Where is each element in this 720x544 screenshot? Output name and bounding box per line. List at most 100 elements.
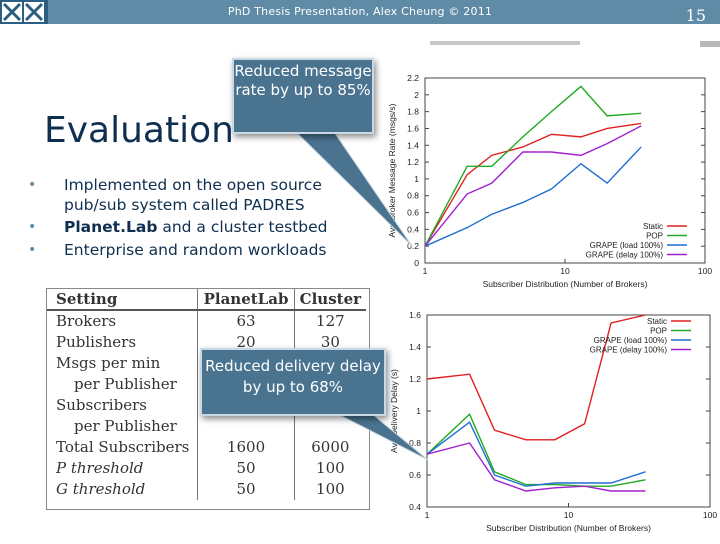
series-line [424, 125, 642, 247]
bullet-text: Enterprise and random workloads [64, 240, 327, 259]
y-tick-label: 2.2 [407, 73, 419, 83]
callout-message-rate: Reduced message rate by up to 85% [232, 58, 374, 134]
series-line [426, 421, 646, 487]
table-cell-setting: per Publisher [74, 417, 177, 435]
table-cell-setting: Brokers [56, 312, 117, 330]
y-tick-label: 1 [416, 406, 421, 416]
y-tick-label: 1.6 [407, 123, 419, 133]
table-cell-planetlab: 1600 [197, 437, 295, 458]
y-tick-label: 2 [414, 90, 419, 100]
table-cell-setting: G threshold [56, 480, 146, 498]
delivery-delay-chart-svg: 0.4 0.6 0.8 1 1.2 1.4 1.6 1 10 100 Subscriber Dist… [389, 310, 717, 533]
y-tick-label: 0.6 [409, 470, 421, 480]
bullet-item: • Enterprise and random workloads [28, 241, 378, 261]
table-cell-planetlab: 50 [197, 479, 295, 500]
x-tick-label: 100 [703, 510, 717, 520]
bullet-dot-icon: • [28, 219, 37, 235]
y-tick-label: 0 [414, 258, 419, 268]
bullet-text: and a cluster testbed [157, 218, 328, 236]
table-cell-cluster: 6000 [293, 437, 366, 458]
table-cell-setting: Total Subscribers [56, 438, 190, 456]
bullet-bold-prefix: Planet.Lab [64, 218, 158, 236]
x-axis-label: Subscriber Distribution (Number of Broke… [483, 279, 648, 289]
legend-label: POP [650, 327, 667, 336]
callout-text: Reduced message rate by up to 85% [234, 62, 372, 99]
table-cell-setting: Publishers [56, 333, 137, 351]
y-tick-label: 0.8 [407, 191, 419, 201]
table-cell-cluster [293, 416, 366, 437]
series-line [424, 146, 642, 247]
y-tick-label: 1.2 [407, 157, 419, 167]
message-rate-chart: 0 0.2 0.4 0.6 0.8 1 1.2 1.4 1.6 1.8 2 2.2 1 10 100 Subs… [375, 66, 720, 300]
legend-label: Static [643, 222, 663, 231]
message-rate-chart-svg: 0 0.2 0.4 0.6 0.8 1 1.2 1.4 1.6 1.8 2 2.2 1 10 100 Subs… [387, 73, 712, 289]
slide-number: 15 [685, 6, 706, 25]
x-tick-label: 10 [560, 266, 570, 276]
table-header-cell: Cluster [293, 288, 366, 311]
legend-label: GRAPE (delay 100%) [590, 346, 668, 355]
table-header-row: Setting PlanetLab Cluster [46, 288, 366, 311]
header-divider-right [700, 41, 720, 47]
y-tick-label: 0.4 [409, 502, 421, 512]
table-row: per Publisher [46, 416, 366, 437]
callout-text: Reduced delivery delay by up to 68% [205, 357, 381, 396]
x-tick-label: 1 [423, 266, 428, 276]
university-crest-icon [0, 0, 48, 24]
y-tick-label: 1.6 [409, 310, 421, 320]
legend-label: GRAPE (load 100%) [590, 241, 664, 250]
x-tick-label: 1 [425, 510, 430, 520]
y-tick-label: 0.6 [407, 208, 419, 218]
bullet-list: • Implemented on the open source pub/sub… [28, 176, 378, 263]
series-line [426, 442, 646, 492]
bullet-item: • Implemented on the open source pub/sub… [28, 176, 378, 215]
y-tick-label: 1 [414, 174, 419, 184]
table-row: P threshold 50 100 [46, 458, 366, 479]
table-cell-setting: per Publisher [74, 375, 177, 393]
header-background [0, 0, 720, 24]
header-bar: PhD Thesis Presentation, Alex Cheung © 2… [0, 0, 720, 30]
x-axis-label: Subscriber Distribution (Number of Broke… [486, 523, 651, 533]
table-row: G threshold 50 100 [46, 479, 366, 500]
slide-title: Evaluation [44, 110, 234, 151]
callout-delivery-delay: Reduced delivery delay by up to 68% [200, 348, 386, 416]
y-tick-label: 0.4 [407, 224, 419, 234]
y-tick-label: 1.4 [409, 342, 421, 352]
table-cell-planetlab [197, 416, 295, 437]
table-row: Brokers 63 127 [46, 310, 366, 332]
table-cell-setting: Msgs per min [56, 354, 161, 372]
y-tick-label: 1.4 [407, 140, 419, 150]
bullet-dot-icon: • [28, 241, 37, 258]
legend-label: POP [646, 232, 663, 241]
series-line [424, 85, 642, 247]
bullet-dot-icon: • [28, 177, 37, 193]
series-line [426, 314, 646, 441]
header-divider [430, 41, 580, 45]
x-tick-label: 10 [564, 510, 574, 520]
table-cell-planetlab: 50 [197, 458, 295, 479]
table-cell-cluster: 100 [293, 479, 366, 500]
table-cell-setting: Subscribers [56, 396, 147, 414]
table-header-cell: PlanetLab [197, 288, 295, 311]
bullet-text: Implemented on the open source pub/sub s… [64, 176, 322, 214]
header-title: PhD Thesis Presentation, Alex Cheung © 2… [227, 5, 493, 18]
y-tick-label: 1.2 [409, 374, 421, 384]
legend-label: GRAPE (delay 100%) [586, 251, 664, 260]
table-cell-planetlab: 20 [197, 332, 295, 353]
y-axis-label: Avg Broker Message Rate (msgs/s) [387, 103, 397, 237]
series-line [426, 413, 646, 487]
legend-label: GRAPE (load 100%) [594, 336, 668, 345]
plot-frame [424, 77, 706, 264]
y-tick-label: 1.8 [407, 107, 419, 117]
bullet-item: • Planet.Lab and a cluster testbed [28, 218, 378, 238]
table-row: Publishers 20 30 [46, 332, 366, 353]
table-cell-planetlab: 63 [197, 310, 295, 332]
legend-label: Static [647, 317, 667, 326]
table-row: Total Subscribers 1600 6000 [46, 437, 366, 458]
table-cell-setting: P threshold [56, 459, 144, 477]
table-cell-cluster: 127 [293, 310, 366, 332]
delivery-delay-chart: 0.4 0.6 0.8 1 1.2 1.4 1.6 1 10 100 Subscriber Dist… [375, 305, 720, 540]
y-axis-label: Avg Delivery Delay (s) [389, 369, 399, 453]
table-cell-cluster: 30 [293, 332, 366, 353]
x-tick-label: 100 [698, 266, 712, 276]
table-cell-cluster: 100 [293, 458, 366, 479]
